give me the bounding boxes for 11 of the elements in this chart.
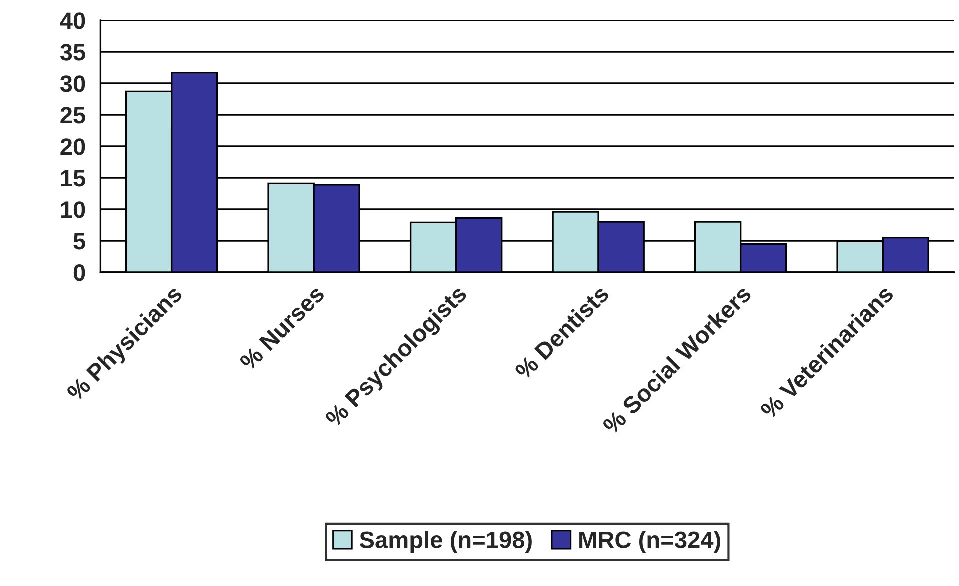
legend-label: Sample (n=198) bbox=[360, 531, 532, 554]
y-tick-label: 20 bbox=[60, 138, 86, 156]
y-tick-label: 15 bbox=[61, 170, 86, 187]
legend-label: MRC (n=324) bbox=[580, 531, 720, 554]
y-tick-label: 5 bbox=[74, 233, 86, 250]
y-tick-label: 40 bbox=[60, 12, 86, 30]
y-tick-label: 35 bbox=[60, 44, 86, 61]
y-tick-label: 30 bbox=[60, 76, 86, 92]
y-tick-label: 0 bbox=[74, 264, 86, 282]
y-tick-label: 10 bbox=[61, 202, 86, 218]
y-tick-label: 25 bbox=[60, 107, 86, 124]
